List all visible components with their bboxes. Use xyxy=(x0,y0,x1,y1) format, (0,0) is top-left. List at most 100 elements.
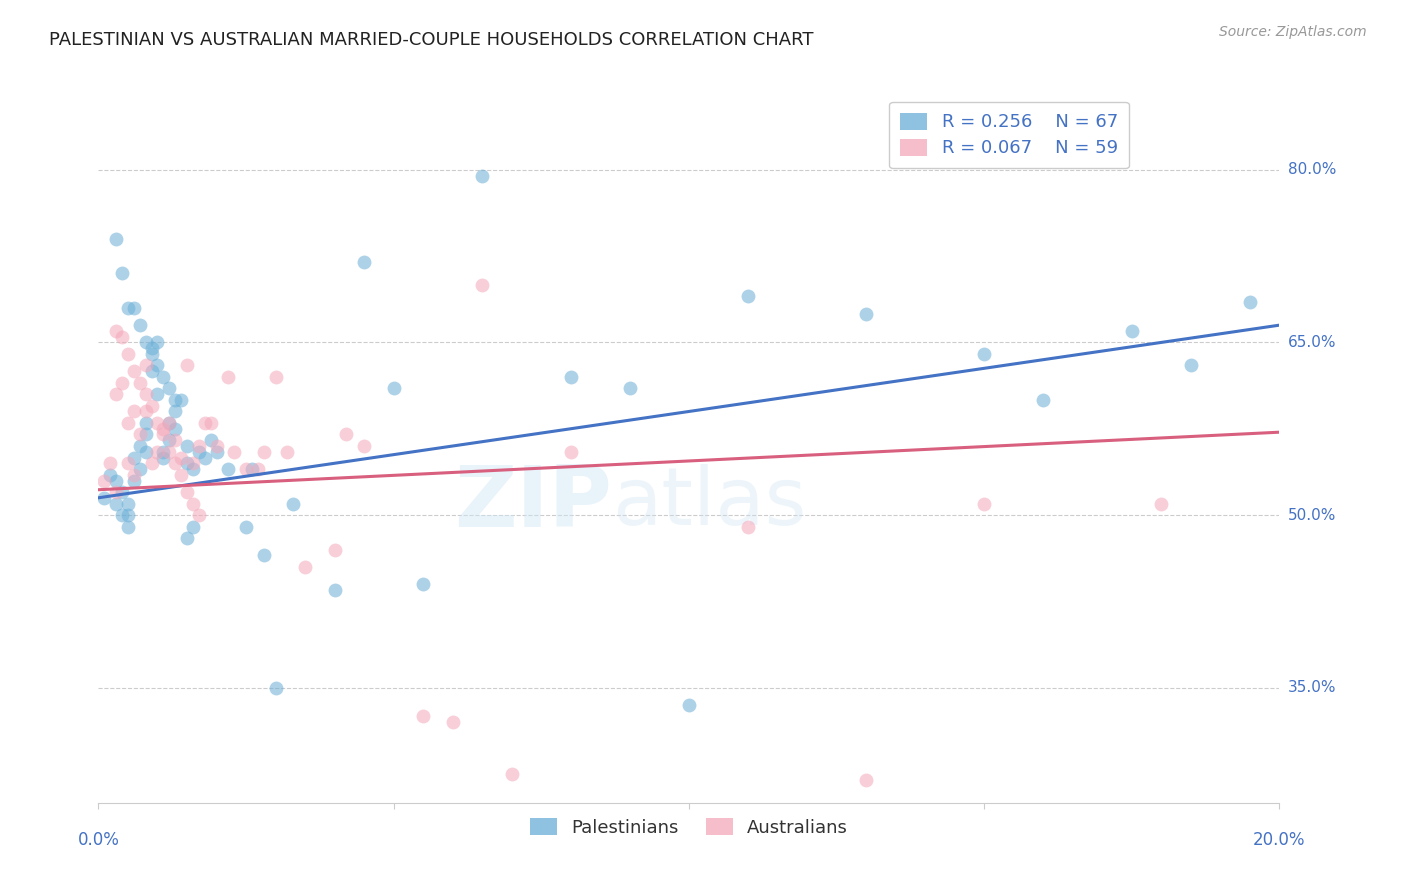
Point xyxy=(117,301,139,315)
Point xyxy=(283,497,305,511)
Point xyxy=(135,359,157,373)
Point xyxy=(93,474,115,488)
Point xyxy=(235,462,257,476)
Point xyxy=(111,329,134,343)
Point xyxy=(152,444,174,458)
Point xyxy=(122,474,145,488)
Point xyxy=(165,456,187,470)
Point xyxy=(353,255,375,269)
Point xyxy=(93,491,115,505)
Point xyxy=(111,485,134,500)
Point xyxy=(141,347,163,361)
Point xyxy=(855,307,877,321)
Point xyxy=(135,335,157,350)
Point xyxy=(135,404,157,418)
Point xyxy=(165,404,187,418)
Text: 65.0%: 65.0% xyxy=(1288,334,1336,350)
Point xyxy=(128,318,150,333)
Point xyxy=(117,416,139,430)
Point xyxy=(117,519,139,533)
Point xyxy=(146,359,169,373)
Point xyxy=(117,508,139,522)
Point xyxy=(146,444,169,458)
Point xyxy=(141,341,163,355)
Point xyxy=(128,439,150,453)
Point xyxy=(117,456,139,470)
Point xyxy=(165,434,187,448)
Point xyxy=(335,427,357,442)
Point xyxy=(176,456,198,470)
Point xyxy=(98,467,121,482)
Point xyxy=(187,508,209,522)
Point xyxy=(135,444,157,458)
Point xyxy=(501,767,523,781)
Point xyxy=(111,508,134,522)
Point xyxy=(98,456,121,470)
Point xyxy=(619,381,641,395)
Point xyxy=(157,416,180,430)
Text: 0.0%: 0.0% xyxy=(77,830,120,848)
Point xyxy=(105,485,128,500)
Point xyxy=(240,462,263,476)
Point xyxy=(224,444,246,458)
Point xyxy=(217,462,239,476)
Text: 35.0%: 35.0% xyxy=(1288,681,1336,695)
Point xyxy=(176,359,198,373)
Point xyxy=(187,439,209,453)
Point xyxy=(1239,295,1261,310)
Point xyxy=(170,467,193,482)
Point xyxy=(135,416,157,430)
Point xyxy=(181,456,204,470)
Point xyxy=(141,399,163,413)
Text: PALESTINIAN VS AUSTRALIAN MARRIED-COUPLE HOUSEHOLDS CORRELATION CHART: PALESTINIAN VS AUSTRALIAN MARRIED-COUPLE… xyxy=(49,31,814,49)
Point xyxy=(157,434,180,448)
Point xyxy=(181,497,204,511)
Text: Source: ZipAtlas.com: Source: ZipAtlas.com xyxy=(1219,25,1367,39)
Point xyxy=(146,416,169,430)
Point xyxy=(737,289,759,303)
Point xyxy=(323,582,346,597)
Point xyxy=(187,444,209,458)
Point xyxy=(122,467,145,482)
Point xyxy=(105,232,128,246)
Point xyxy=(264,370,287,384)
Text: atlas: atlas xyxy=(612,464,807,542)
Point xyxy=(353,439,375,453)
Point xyxy=(235,519,257,533)
Text: 50.0%: 50.0% xyxy=(1288,508,1336,523)
Point xyxy=(194,450,217,465)
Point xyxy=(412,577,434,591)
Point xyxy=(200,416,222,430)
Point xyxy=(128,462,150,476)
Point xyxy=(105,497,128,511)
Point xyxy=(111,376,134,390)
Point xyxy=(560,370,582,384)
Point xyxy=(146,335,169,350)
Point xyxy=(560,444,582,458)
Point xyxy=(122,301,145,315)
Point xyxy=(135,387,157,401)
Point xyxy=(678,698,700,712)
Point xyxy=(1150,497,1173,511)
Text: 20.0%: 20.0% xyxy=(1253,830,1306,848)
Point xyxy=(973,497,995,511)
Point xyxy=(122,364,145,378)
Point xyxy=(323,542,346,557)
Point xyxy=(246,462,269,476)
Point xyxy=(181,462,204,476)
Point xyxy=(200,434,222,448)
Point xyxy=(152,427,174,442)
Point xyxy=(253,549,276,563)
Point xyxy=(165,422,187,436)
Text: ZIP: ZIP xyxy=(454,461,612,545)
Point xyxy=(141,364,163,378)
Point xyxy=(105,474,128,488)
Point xyxy=(157,416,180,430)
Point xyxy=(152,370,174,384)
Point xyxy=(217,370,239,384)
Point xyxy=(253,444,276,458)
Point xyxy=(111,266,134,280)
Point xyxy=(294,559,316,574)
Point xyxy=(1180,359,1202,373)
Point xyxy=(973,347,995,361)
